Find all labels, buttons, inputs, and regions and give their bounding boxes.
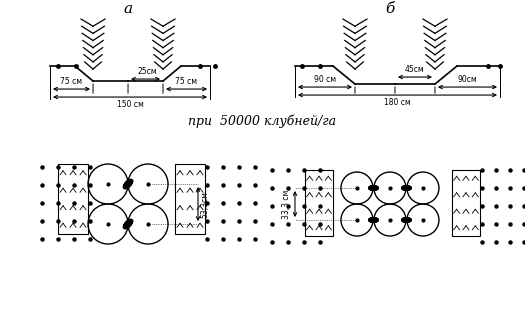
Text: 75 см: 75 см <box>175 77 197 86</box>
Text: 150 см: 150 см <box>117 100 143 109</box>
Text: 53,3см: 53,3см <box>200 191 209 218</box>
Text: 45см: 45см <box>405 65 425 74</box>
Text: 180 см: 180 см <box>384 98 411 107</box>
Text: 25см: 25см <box>138 67 158 76</box>
Text: 75 см: 75 см <box>60 77 82 86</box>
Ellipse shape <box>123 219 133 229</box>
Text: 33,3 см: 33,3 см <box>282 189 291 219</box>
Ellipse shape <box>402 186 412 191</box>
Ellipse shape <box>402 218 412 223</box>
FancyBboxPatch shape <box>175 164 205 234</box>
FancyBboxPatch shape <box>305 170 333 236</box>
Text: а: а <box>123 2 133 16</box>
Text: б: б <box>385 2 395 16</box>
FancyBboxPatch shape <box>58 164 88 234</box>
Text: 90см: 90см <box>458 75 477 84</box>
Ellipse shape <box>369 186 379 191</box>
Ellipse shape <box>369 218 379 223</box>
Text: 90 см: 90 см <box>314 75 336 84</box>
Ellipse shape <box>123 179 133 189</box>
FancyBboxPatch shape <box>452 170 480 236</box>
Text: при  50000 клубней/га: при 50000 клубней/га <box>188 114 336 128</box>
